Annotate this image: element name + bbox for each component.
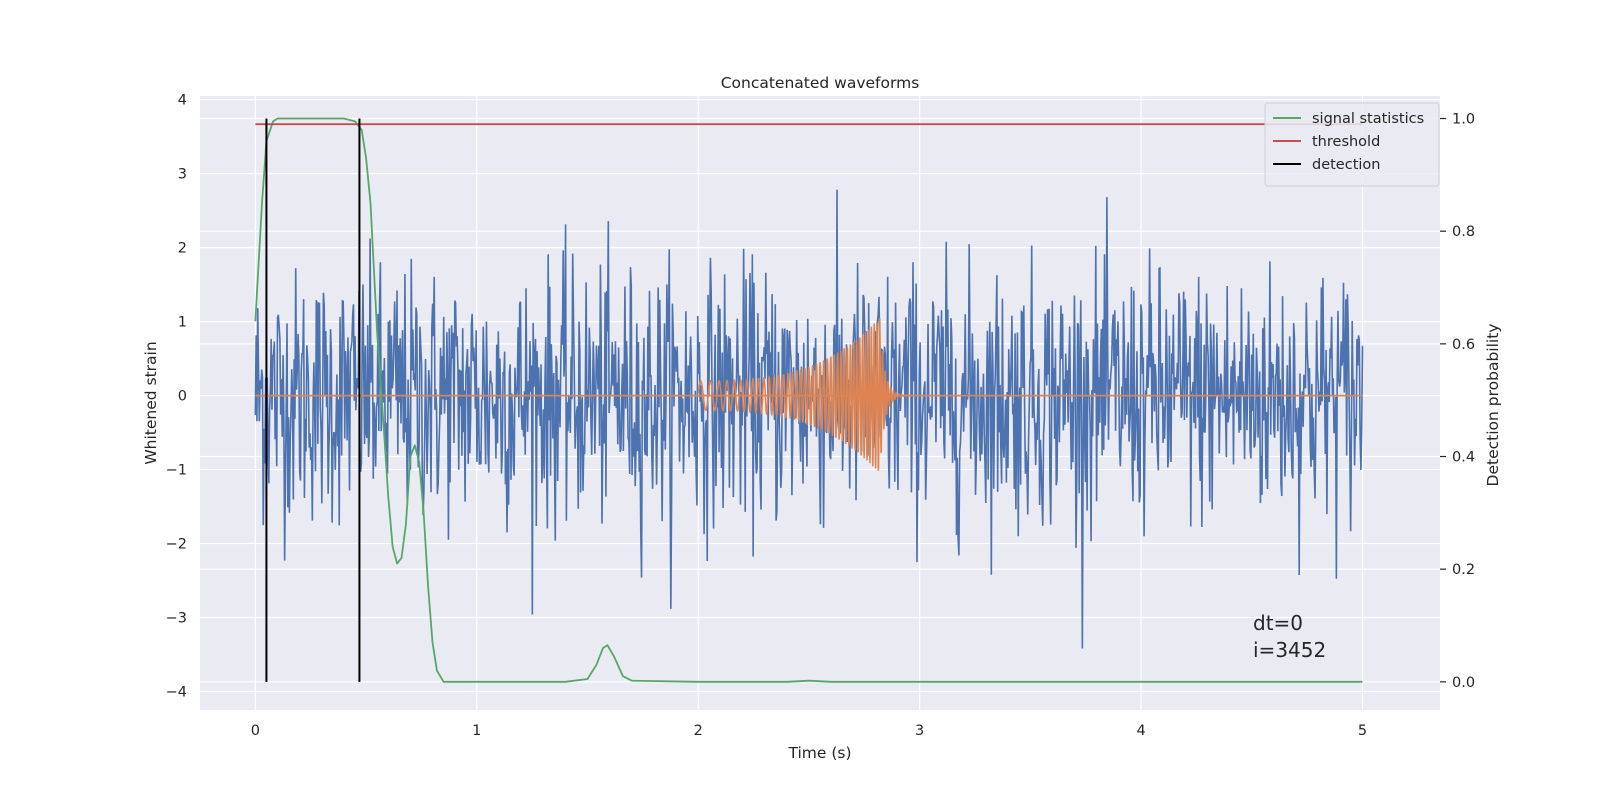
y-axis-ticks: −4 −3 −2 −1 0 1 2 3 4 [166, 93, 187, 701]
y-tick-label: −2 [166, 537, 187, 553]
right-tick-label: 0.2 [1452, 562, 1475, 578]
y-tick-label: 1 [178, 315, 187, 331]
legend: signal statistics threshold detection [1264, 102, 1440, 187]
x-tick-label: 3 [915, 723, 924, 739]
right-tick-label: 0.8 [1452, 224, 1475, 240]
x-tick-label: 0 [251, 723, 260, 739]
y-tick-label: 3 [178, 167, 187, 183]
legend-label: threshold [1312, 134, 1380, 150]
x-axis-label: Time (s) [787, 744, 851, 762]
right-axis-ticks: 0.0 0.2 0.4 0.6 0.8 1.0 [1440, 112, 1475, 691]
legend-label: signal statistics [1312, 111, 1424, 127]
annotation-dt: dt=0 [1253, 611, 1303, 635]
right-tick-label: 0.4 [1452, 450, 1475, 466]
y-tick-label: 4 [178, 93, 187, 109]
series-template-chirp [697, 317, 916, 471]
right-tick-label: 1.0 [1452, 112, 1475, 128]
y-tick-label: −3 [166, 611, 187, 627]
series-signal-statistics [254, 117, 1363, 683]
annotation-i: i=3452 [1253, 638, 1326, 662]
legend-box [1264, 102, 1440, 187]
y-tick-label: 2 [178, 241, 187, 257]
x-tick-label: 1 [472, 723, 481, 739]
x-tick-label: 4 [1136, 723, 1145, 739]
series-strain-noise [254, 189, 1364, 649]
legend-label: detection [1312, 157, 1380, 173]
series-layer [254, 117, 1364, 683]
right-axis-label: Detection probability [1484, 324, 1502, 487]
y-tick-label: −4 [166, 685, 187, 701]
y-axis-label: Whitened strain [142, 341, 160, 464]
y-tick-label: −1 [166, 463, 187, 479]
x-axis-ticks: 0 1 2 3 4 5 [251, 723, 1367, 739]
y-tick-label: 0 [178, 389, 187, 405]
x-tick-label: 2 [694, 723, 703, 739]
right-tick-label: 0.0 [1452, 675, 1475, 691]
chart-title: Concatenated waveforms [721, 74, 920, 92]
x-tick-label: 5 [1358, 723, 1367, 739]
right-tick-label: 0.6 [1452, 337, 1475, 353]
